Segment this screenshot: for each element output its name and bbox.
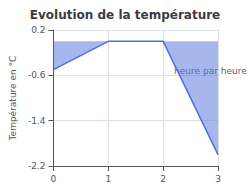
svg-text:-1.4: -1.4 <box>28 116 46 126</box>
svg-text:2: 2 <box>160 174 166 184</box>
svg-text:Evolution de la température: Evolution de la température <box>30 8 221 22</box>
svg-text:1: 1 <box>105 174 111 184</box>
svg-text:-0.6: -0.6 <box>28 70 46 80</box>
svg-text:0.2: 0.2 <box>31 25 45 35</box>
svg-text:0: 0 <box>51 174 57 184</box>
svg-text:Température en °C: Température en °C <box>8 56 18 142</box>
svg-text:3: 3 <box>215 174 221 184</box>
svg-text:-2.2: -2.2 <box>28 161 46 171</box>
